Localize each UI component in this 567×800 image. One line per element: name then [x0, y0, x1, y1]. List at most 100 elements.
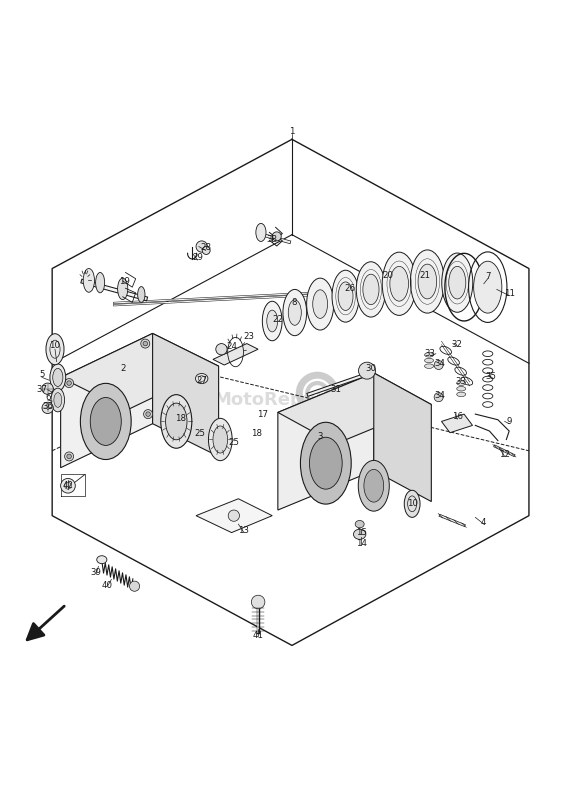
Text: 17: 17	[256, 410, 268, 419]
Text: 33: 33	[456, 378, 467, 386]
Text: 18: 18	[175, 414, 187, 422]
Ellipse shape	[363, 274, 379, 305]
Text: 25: 25	[194, 430, 205, 438]
Text: 31: 31	[330, 386, 341, 394]
Text: 29: 29	[192, 254, 203, 262]
Ellipse shape	[456, 386, 466, 391]
Ellipse shape	[90, 398, 121, 446]
Text: 15: 15	[356, 528, 367, 537]
Ellipse shape	[425, 364, 434, 369]
Polygon shape	[61, 334, 219, 410]
Ellipse shape	[288, 300, 301, 326]
Text: 32: 32	[452, 340, 463, 350]
Ellipse shape	[117, 278, 128, 299]
Text: 18: 18	[252, 430, 263, 438]
Text: 28: 28	[200, 243, 211, 252]
Text: 1: 1	[289, 127, 295, 137]
Polygon shape	[278, 373, 431, 444]
Circle shape	[42, 383, 53, 394]
Circle shape	[143, 410, 153, 418]
Text: 3: 3	[318, 432, 323, 441]
Text: 21: 21	[419, 271, 430, 280]
Ellipse shape	[364, 470, 384, 502]
Text: 11: 11	[503, 290, 515, 298]
Text: 8: 8	[291, 298, 297, 307]
Ellipse shape	[411, 250, 445, 313]
Ellipse shape	[310, 438, 342, 489]
Text: 4: 4	[481, 518, 486, 527]
Text: 19: 19	[119, 277, 130, 286]
Circle shape	[129, 581, 139, 591]
Text: 25: 25	[229, 438, 239, 447]
Circle shape	[141, 339, 150, 348]
Ellipse shape	[448, 266, 466, 299]
Polygon shape	[153, 334, 219, 457]
Text: 14: 14	[356, 539, 367, 548]
Text: 42: 42	[62, 482, 74, 490]
Polygon shape	[278, 373, 374, 510]
Text: 35: 35	[485, 372, 497, 381]
Text: 20: 20	[382, 271, 393, 280]
Ellipse shape	[209, 418, 232, 461]
Circle shape	[143, 342, 147, 346]
Text: 2: 2	[120, 365, 125, 374]
Ellipse shape	[456, 392, 466, 397]
Text: 6: 6	[45, 393, 50, 402]
Circle shape	[67, 454, 71, 458]
Ellipse shape	[81, 383, 131, 459]
Polygon shape	[442, 414, 472, 433]
Ellipse shape	[418, 264, 437, 299]
Ellipse shape	[53, 369, 63, 386]
Circle shape	[228, 510, 239, 522]
Text: 41: 41	[253, 631, 264, 640]
Ellipse shape	[356, 262, 386, 317]
Text: 33: 33	[425, 350, 435, 358]
Ellipse shape	[313, 290, 328, 318]
Ellipse shape	[51, 388, 65, 412]
Text: 7: 7	[485, 273, 490, 282]
Ellipse shape	[390, 266, 408, 301]
Ellipse shape	[166, 403, 187, 440]
Ellipse shape	[256, 223, 266, 242]
Ellipse shape	[46, 334, 64, 365]
Text: 23: 23	[243, 332, 254, 342]
Circle shape	[216, 343, 227, 355]
Ellipse shape	[425, 353, 434, 357]
Circle shape	[65, 482, 71, 489]
Text: 5: 5	[39, 370, 45, 379]
Ellipse shape	[473, 262, 502, 313]
Text: 12: 12	[499, 450, 510, 458]
Ellipse shape	[307, 278, 334, 330]
Ellipse shape	[332, 270, 359, 322]
Ellipse shape	[338, 282, 353, 310]
Ellipse shape	[97, 556, 107, 564]
Ellipse shape	[196, 374, 208, 384]
Ellipse shape	[283, 290, 307, 336]
Circle shape	[65, 378, 74, 387]
Polygon shape	[374, 373, 431, 502]
Text: 10: 10	[49, 342, 61, 350]
Text: 30: 30	[366, 365, 376, 374]
Circle shape	[67, 381, 71, 386]
Text: 39: 39	[91, 567, 101, 577]
Text: 26: 26	[345, 284, 356, 293]
Ellipse shape	[358, 460, 390, 511]
Circle shape	[202, 246, 210, 254]
Circle shape	[61, 478, 75, 493]
Text: 36: 36	[42, 402, 53, 411]
Text: 27: 27	[196, 376, 207, 385]
Ellipse shape	[355, 521, 364, 528]
Text: 13: 13	[239, 526, 249, 535]
Circle shape	[196, 241, 208, 252]
Text: 9: 9	[506, 417, 512, 426]
Text: 24: 24	[226, 342, 237, 351]
Ellipse shape	[263, 302, 282, 341]
Ellipse shape	[353, 530, 366, 539]
Polygon shape	[61, 334, 153, 468]
Circle shape	[434, 361, 443, 370]
Text: 40: 40	[102, 581, 113, 590]
Text: 10: 10	[407, 499, 418, 508]
Ellipse shape	[456, 381, 466, 386]
Ellipse shape	[161, 394, 192, 448]
Ellipse shape	[96, 273, 105, 293]
